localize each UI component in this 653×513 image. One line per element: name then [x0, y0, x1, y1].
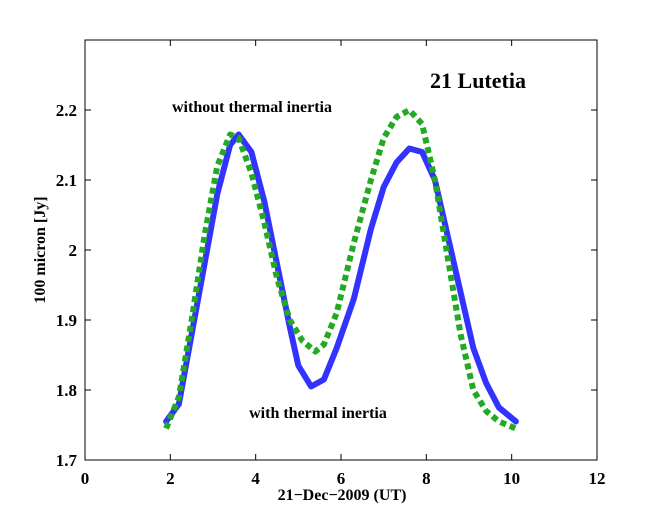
x-tick-label: 4	[251, 469, 260, 488]
x-axis-label: 21−Dec−2009 (UT)	[278, 487, 407, 504]
x-tick-label: 10	[503, 469, 520, 488]
series-layer	[163, 107, 519, 432]
annotation-with-thermal-inertia: with thermal inertia	[249, 405, 387, 422]
y-tick-label: 2	[69, 241, 78, 260]
y-tick-label: 2.2	[56, 101, 77, 120]
x-tick-label: 6	[337, 469, 346, 488]
y-tick-label: 1.8	[56, 381, 77, 400]
series-line-with-thermal-inertia	[163, 131, 519, 425]
annotation-without-thermal-inertia: without thermal inertia	[172, 99, 332, 116]
x-tick-label: 0	[81, 469, 90, 488]
x-tick-label: 12	[589, 469, 606, 488]
series-line-without-thermal-inertia	[163, 107, 518, 432]
axis-ticks	[84, 40, 598, 461]
y-axis-label: 100 micron [Jy]	[32, 196, 49, 303]
y-tick-label: 2.1	[56, 171, 77, 190]
x-tick-label: 2	[166, 469, 175, 488]
plot-frame	[84, 39, 598, 461]
axis-tick-labels: 0 2 4 6 8 10 12 1.7 1.8 1.9 2 2.1 2.2	[56, 101, 606, 488]
y-tick-label: 1.7	[56, 451, 78, 470]
x-tick-label: 8	[422, 469, 431, 488]
y-tick-label: 1.9	[56, 311, 77, 330]
chart-title: 21 Lutetia	[430, 68, 526, 93]
